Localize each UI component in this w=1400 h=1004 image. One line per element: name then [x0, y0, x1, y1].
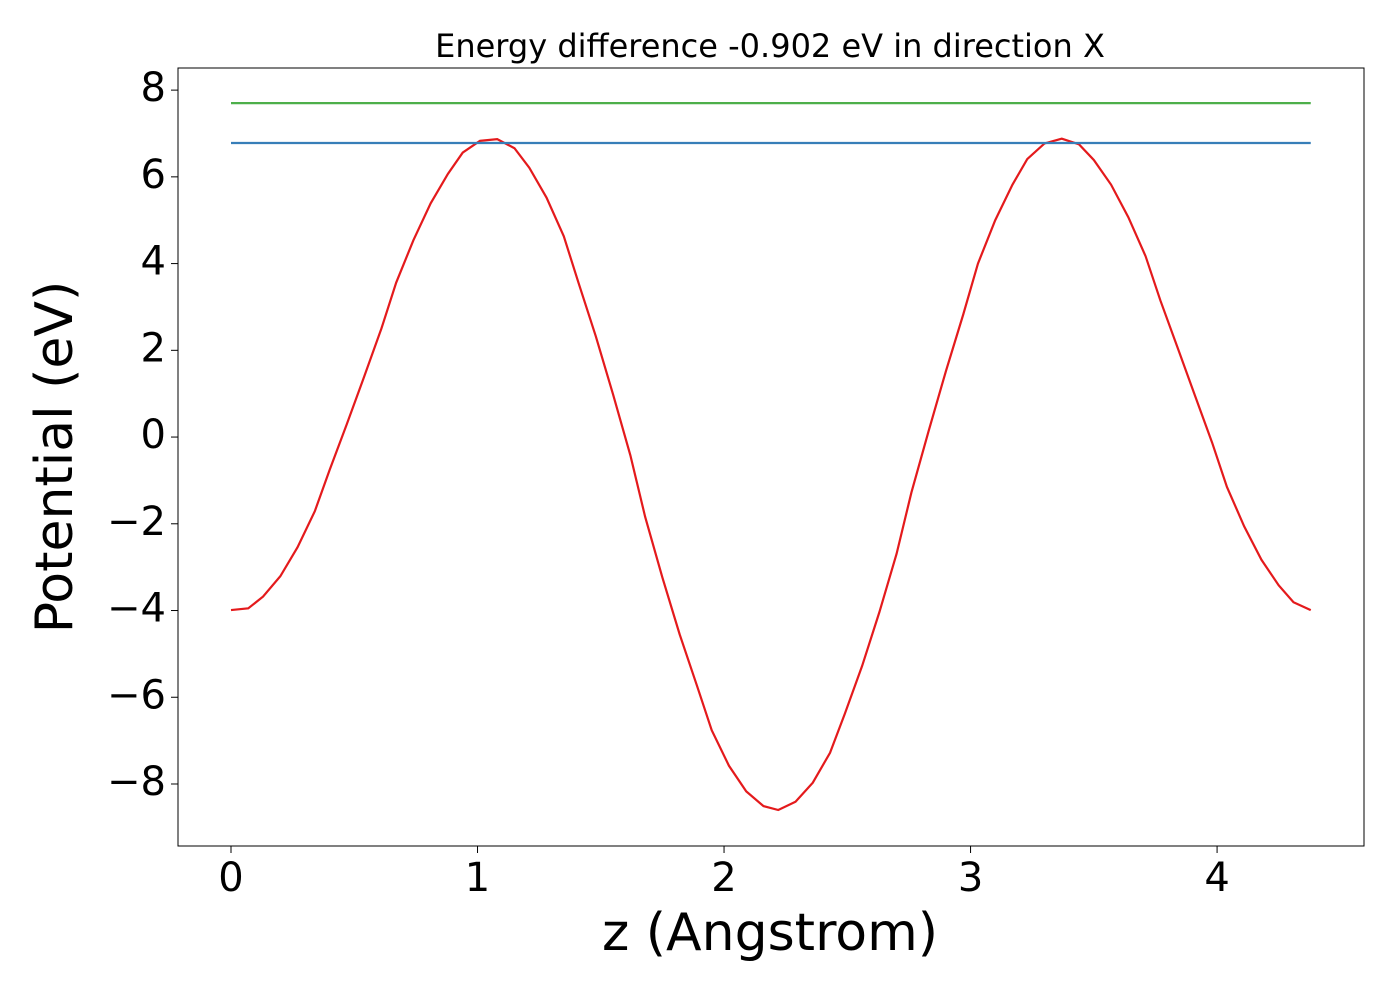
- y-tick-label: −8: [107, 759, 166, 805]
- plot-frame: [177, 67, 1365, 847]
- y-tick-label: 8: [141, 65, 166, 111]
- x-tick-label: 4: [1204, 855, 1229, 901]
- chart-title: Energy difference -0.902 eV in direction…: [435, 27, 1105, 65]
- data-line: [230, 137, 1312, 812]
- y-tick-label: −4: [107, 586, 166, 632]
- y-axis-label: Potential (eV): [25, 281, 85, 633]
- x-tick-label: 1: [465, 855, 490, 901]
- x-tick-label: 2: [711, 855, 736, 901]
- y-tick-label: 4: [141, 239, 166, 285]
- y-tick-label: 2: [141, 325, 166, 371]
- y-tick-label: 6: [141, 152, 166, 198]
- y-tick-label: 0: [141, 412, 166, 458]
- x-tick-label: 0: [218, 855, 243, 901]
- y-tick-label: −6: [107, 672, 166, 718]
- y-tick-label: −2: [107, 499, 166, 545]
- x-axis-label: z (Angstrom): [602, 903, 938, 963]
- x-tick-label: 3: [958, 855, 983, 901]
